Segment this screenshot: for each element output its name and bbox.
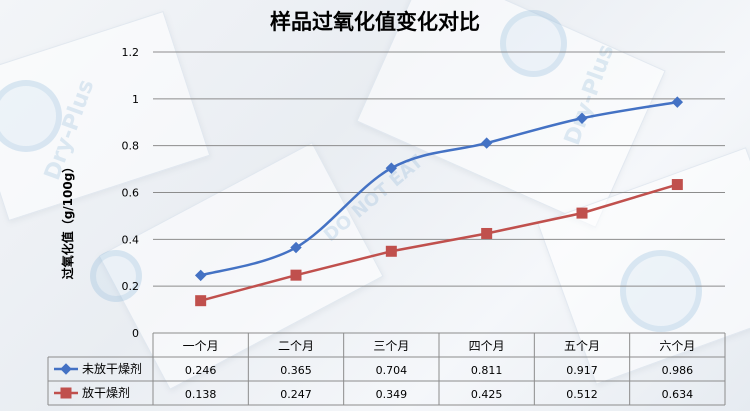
watermark-logo-icon (500, 10, 567, 77)
series-layer (194, 96, 684, 307)
y-tick-label: 0.6 (122, 187, 140, 200)
data-point (671, 179, 683, 191)
data-point (576, 207, 588, 219)
data-table-cell: 0.425 (471, 388, 503, 401)
data-point (385, 162, 398, 174)
y-tick-label: 0.2 (122, 280, 140, 293)
data-point (194, 269, 207, 282)
series-line (200, 183, 678, 302)
y-tick-label: 0.8 (122, 140, 140, 153)
data-point (385, 245, 397, 257)
data-table-cell: 0.704 (376, 364, 408, 377)
watermark-logo-icon (90, 250, 142, 302)
data-table-cell: 0.917 (566, 364, 598, 377)
data-point (671, 96, 684, 108)
legend-marker (60, 363, 72, 375)
legend-marker (60, 387, 72, 399)
data-table-cell: 0.365 (280, 364, 312, 377)
y-axis-label: 过氧化值（g/100g） (60, 161, 75, 280)
y-tick-label: 0.4 (122, 233, 140, 246)
y-tick-label: 1 (132, 93, 139, 106)
legend-label: 放干燥剂 (82, 385, 130, 400)
data-point (290, 241, 302, 254)
watermark-logo-icon (620, 250, 702, 332)
data-table-cell: 0.349 (376, 388, 408, 401)
data-table-cell: 0.634 (662, 388, 694, 401)
data-table-cell: 0.246 (185, 364, 217, 377)
x-tick-label: 四个月 (469, 339, 505, 353)
data-point (290, 269, 302, 281)
data-table-cell: 0.986 (662, 364, 694, 377)
data-point (480, 137, 493, 149)
data-table-cell: 0.247 (280, 388, 312, 401)
x-tick-label: 一个月 (183, 339, 219, 353)
data-table-cell: 0.512 (566, 388, 598, 401)
data-table-cell: 0.811 (471, 364, 503, 377)
series-line (200, 100, 678, 277)
data-point (195, 295, 207, 307)
watermark-logo-icon (0, 80, 62, 152)
chart-title: 样品过氧化值变化对比 (270, 10, 480, 34)
x-tick-label: 三个月 (373, 339, 409, 353)
y-tick-label: 1.2 (122, 46, 140, 59)
data-point (576, 112, 588, 124)
x-tick-label: 六个月 (659, 339, 695, 353)
x-tick-label: 五个月 (564, 339, 600, 353)
data-table-cell: 0.138 (185, 388, 217, 401)
legend-label: 未放干燥剂 (82, 361, 142, 376)
y-axis-ticks: 0 0.2 0.4 0.6 0.8 1 1.2 (122, 46, 140, 340)
data-point (481, 227, 493, 239)
x-tick-label: 二个月 (278, 339, 314, 353)
y-tick-label: 0 (132, 327, 139, 340)
